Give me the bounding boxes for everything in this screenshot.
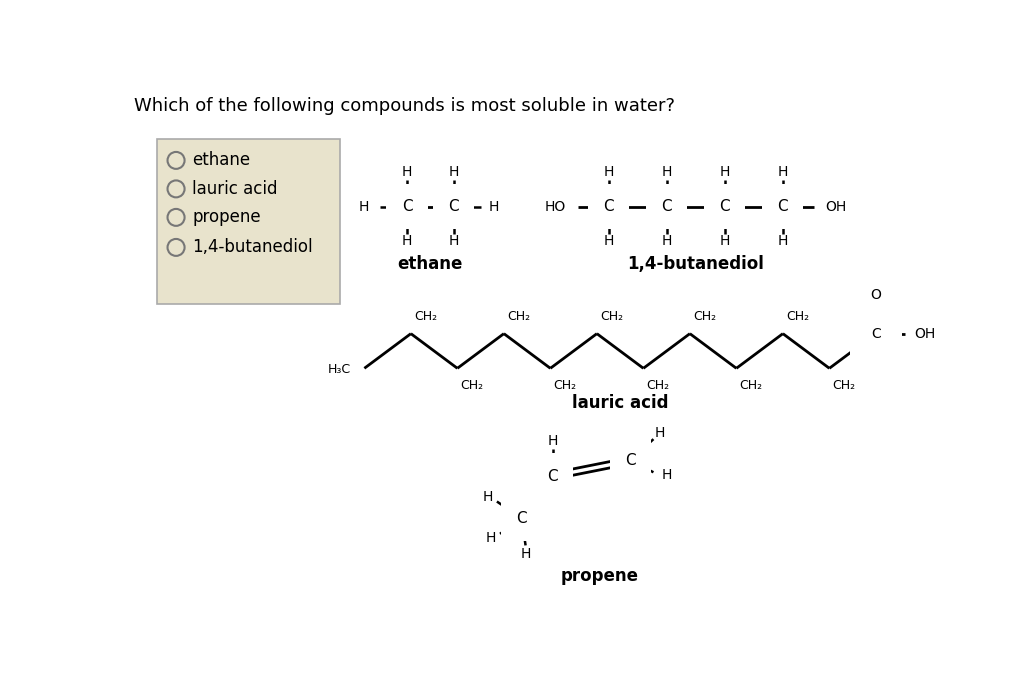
Text: 1,4-butanediol: 1,4-butanediol (193, 238, 313, 256)
Text: O: O (870, 288, 882, 302)
Text: H: H (603, 165, 613, 179)
Text: 1,4-butanediol: 1,4-butanediol (627, 255, 764, 273)
Text: H: H (662, 165, 672, 179)
FancyBboxPatch shape (158, 139, 340, 304)
Text: CH₂: CH₂ (507, 310, 530, 323)
Text: H: H (401, 234, 413, 248)
Text: H: H (358, 199, 369, 213)
Text: H: H (449, 234, 459, 248)
Text: H: H (720, 234, 730, 248)
Text: C: C (401, 199, 413, 214)
Text: H₃C: H₃C (328, 363, 350, 376)
Text: H: H (662, 468, 672, 482)
Text: Which of the following compounds is most soluble in water?: Which of the following compounds is most… (134, 97, 675, 115)
Text: C: C (777, 199, 788, 214)
Text: OH: OH (914, 327, 936, 341)
Text: C: C (516, 511, 527, 526)
Text: H: H (548, 434, 558, 448)
Text: HO: HO (545, 199, 566, 213)
Text: CH₂: CH₂ (646, 379, 670, 392)
Text: H: H (662, 234, 672, 248)
Text: CH₂: CH₂ (461, 379, 483, 392)
Text: H: H (401, 165, 413, 179)
Text: CH₂: CH₂ (833, 379, 856, 392)
Text: CH₂: CH₂ (786, 310, 809, 323)
Text: C: C (720, 199, 730, 214)
Text: C: C (625, 453, 636, 468)
Text: H: H (520, 547, 530, 561)
Text: H: H (777, 234, 788, 248)
Text: C: C (662, 199, 672, 214)
Text: lauric acid: lauric acid (193, 180, 278, 198)
Text: H: H (603, 234, 613, 248)
Text: OH: OH (825, 199, 847, 213)
Text: CH₂: CH₂ (739, 379, 763, 392)
Text: ethane: ethane (397, 255, 463, 273)
Text: C: C (603, 199, 613, 214)
Text: H: H (488, 199, 499, 213)
Text: ethane: ethane (193, 152, 251, 170)
Text: propene: propene (193, 208, 261, 227)
Text: H: H (654, 426, 665, 440)
Text: CH₂: CH₂ (693, 310, 716, 323)
Text: CH₂: CH₂ (554, 379, 577, 392)
Text: CH₂: CH₂ (414, 310, 437, 323)
Text: H: H (720, 165, 730, 179)
Text: C: C (548, 468, 558, 484)
Text: H: H (449, 165, 459, 179)
Text: C: C (871, 327, 881, 341)
Text: lauric acid: lauric acid (571, 394, 669, 412)
Text: H: H (777, 165, 788, 179)
Text: H: H (485, 532, 496, 546)
Text: CH₂: CH₂ (600, 310, 623, 323)
Text: H: H (482, 490, 493, 504)
Text: C: C (449, 199, 459, 214)
Text: propene: propene (560, 567, 638, 585)
